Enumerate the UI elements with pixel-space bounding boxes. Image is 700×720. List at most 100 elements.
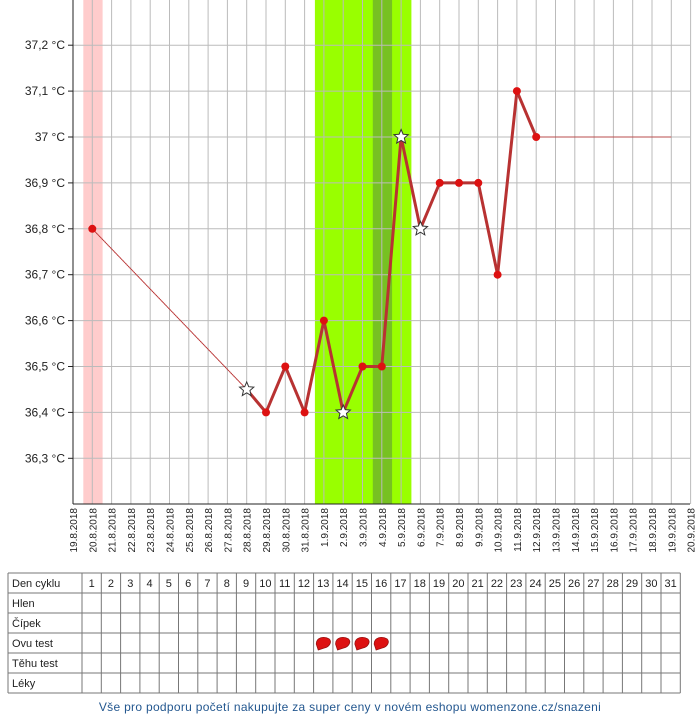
table-cell: 5: [166, 578, 172, 590]
x-tick-label: 17.9.2018: [629, 508, 640, 553]
ovulation-test-heart-icon: [335, 637, 351, 651]
data-point: [377, 362, 386, 371]
y-tick-label: 37,2 °C: [25, 38, 65, 52]
table-cell: 11: [279, 578, 290, 590]
table-cell: 9: [243, 578, 249, 590]
table-row-label: Léky: [12, 678, 36, 690]
x-tick-label: 1.9.2018: [320, 508, 331, 547]
x-tick-label: 24.8.2018: [166, 508, 177, 553]
x-tick-label: 16.9.2018: [609, 508, 620, 553]
data-point: [358, 362, 367, 371]
series-segment: [515, 89, 538, 139]
series-segment: [303, 319, 326, 414]
series-segment: [341, 365, 364, 414]
data-point: [493, 270, 502, 279]
cycle-table: Den cyklu 1 2 3 4 5 6 7 8 9 10 11 12 13 14 15 16 17 18 19 20…: [7, 572, 681, 694]
table-cell: 10: [259, 578, 271, 590]
x-tick-label: 10.9.2018: [494, 508, 505, 553]
x-tick-label: 27.8.2018: [223, 508, 234, 553]
table-cell: 8: [224, 578, 230, 590]
table-cell: 12: [298, 578, 310, 590]
x-tick-label: 14.9.2018: [571, 508, 582, 553]
table-cell: 17: [394, 578, 406, 590]
data-point: [281, 362, 290, 371]
x-tick-label: 6.9.2018: [416, 508, 427, 547]
data-point-star: [392, 128, 410, 145]
data-point: [512, 87, 521, 96]
x-tick-label: 31.8.2018: [301, 508, 312, 553]
grid: [72, 0, 692, 504]
table-row-label: Čípek: [12, 617, 41, 630]
axes: [68, 0, 690, 505]
table-cell: 16: [375, 578, 387, 590]
series-segment: [322, 319, 345, 414]
table-cell: 26: [568, 578, 580, 590]
data-point: [435, 178, 444, 187]
table-row-label: Den cyklu: [12, 578, 60, 590]
x-tick-label: 26.8.2018: [204, 508, 215, 553]
x-tick-label: 11.9.2018: [513, 508, 524, 552]
table-cell: 30: [645, 578, 657, 590]
table-cell: 25: [549, 578, 561, 590]
x-tick-label: 18.9.2018: [648, 508, 659, 553]
y-tick-label: 36,4 °C: [25, 405, 65, 419]
ovulation-band: [372, 0, 393, 504]
table-cell: 14: [336, 578, 348, 590]
table-cell: 13: [317, 578, 329, 590]
x-tick-label: 28.8.2018: [243, 508, 254, 553]
x-tick-label: 15.9.2018: [590, 508, 601, 553]
x-tick-label: 5.9.2018: [397, 508, 408, 547]
series-segment: [380, 135, 403, 368]
x-tick-label: 19.8.2018: [69, 508, 80, 553]
y-tick-label: 36,8 °C: [25, 222, 65, 236]
x-tick-label: 13.9.2018: [552, 508, 563, 553]
ovulation-test-heart-icon: [373, 637, 389, 651]
y-tick-label: 36,5 °C: [25, 360, 65, 374]
table-cell: 3: [127, 578, 133, 590]
background-bands: [83, 0, 412, 504]
data-point-star: [238, 380, 256, 397]
table-cell: 27: [587, 578, 599, 590]
ovulation-test-heart-icon: [354, 637, 370, 651]
series-segment: [264, 365, 287, 414]
table-row-label: Hlen: [12, 598, 35, 610]
x-tick-label: 21.8.2018: [108, 508, 119, 553]
x-tick-label: 9.9.2018: [474, 508, 485, 547]
footer-link[interactable]: Vše pro podporu početí nakupujte za supe…: [98, 700, 602, 714]
x-tick-label: 20.8.2018: [88, 508, 99, 553]
cycle-chart: 37,2 °C 37,1 °C 37 °C 36,9 °C 36,8 °C 36,7 °C…: [7, 0, 698, 694]
y-tick-labels: 37,2 °C 37,1 °C 37 °C 36,9 °C 36,8 °C 36,7 °C…: [25, 38, 65, 465]
table-cell: 7: [204, 578, 210, 590]
x-tick-label: 2.9.2018: [339, 508, 350, 547]
series-segment: [283, 365, 307, 414]
table-cell: 19: [433, 578, 445, 590]
table-cell: 15: [356, 578, 368, 590]
table-cell: 18: [414, 578, 426, 590]
data-point: [262, 408, 270, 417]
x-tick-labels: 19.8.2018 20.8.2018 21.8.2018 22.8.2018 23.8…: [69, 508, 698, 553]
x-tick-label: 29.8.2018: [262, 508, 273, 553]
table-row-label: Těhu test: [12, 658, 58, 670]
table-cell: 31: [665, 578, 677, 590]
data-point-star: [412, 220, 429, 236]
y-tick-label: 36,6 °C: [25, 314, 65, 328]
menstruation-band: [83, 0, 103, 504]
table-cell: 21: [472, 578, 484, 590]
table-cell: 23: [510, 578, 522, 590]
series-segment: [496, 89, 519, 277]
table-cell: 28: [607, 578, 619, 590]
table-cell: 1: [89, 578, 95, 590]
series-segment: [399, 135, 422, 231]
series-segment: [91, 228, 248, 390]
x-tick-label: 19.9.2018: [667, 508, 678, 553]
table-cell: 4: [146, 578, 152, 590]
x-tick-label: 30.8.2018: [281, 508, 292, 553]
data-point-star: [334, 403, 352, 420]
data-point: [474, 178, 483, 187]
x-tick-label: 25.8.2018: [185, 508, 196, 553]
x-tick-label: 7.9.2018: [436, 508, 447, 547]
series-segment: [418, 181, 442, 231]
data-point: [532, 133, 541, 141]
data-point: [88, 224, 97, 233]
y-tick-label: 37 °C: [35, 130, 65, 144]
